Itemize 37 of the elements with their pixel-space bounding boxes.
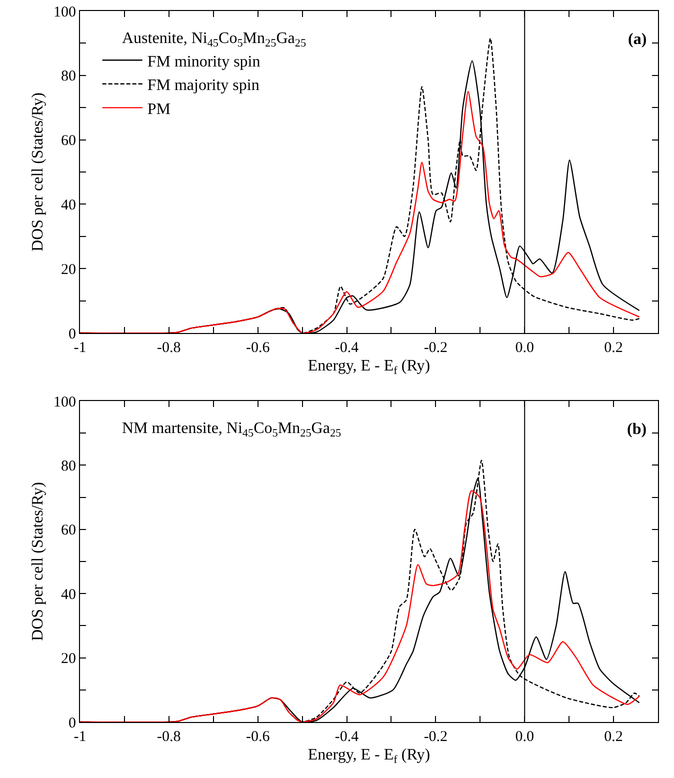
annotation: NM martensite, Ni$_{45}$Co$_{5}$Mn$_{25}$Ga$_{25}$: [122, 420, 342, 440]
y-tick-label: 0: [68, 715, 76, 732]
y-axis-title: DOS per cell (States/Ry): [29, 92, 46, 252]
y-tick-label: 100: [54, 394, 76, 410]
annotation: (a): [628, 31, 647, 48]
x-tick-label: -0.6: [246, 340, 270, 356]
y-tick-label: 40: [61, 586, 76, 603]
y-tick-label: 60: [61, 522, 76, 539]
y-tick-label: 20: [61, 262, 76, 278]
x-tick-label: -0.2: [424, 729, 448, 745]
x-tick-label: -0.6: [246, 729, 270, 745]
x-tick-label: -1: [74, 729, 86, 745]
y-tick-label: 80: [61, 458, 76, 474]
legend-label: FM majority spin: [147, 77, 260, 94]
annotation: Austenite, Ni$_{45}$Co$_{5}$Mn$_{25}$Ga$_{25}$: [122, 30, 306, 50]
y-axis-title: DOS per cell (States/Ry): [29, 482, 46, 641]
x-axis-title: Energy, E - E$_{f}$ (Ry): [308, 746, 430, 766]
x-tick-label: -0.4: [334, 729, 360, 745]
x-tick-label: -1: [74, 340, 86, 356]
x-tick-label: 0.0: [515, 729, 534, 745]
x-tick-label: -0.8: [157, 340, 181, 356]
y-tick-label: 60: [61, 133, 76, 150]
y-tick-label: 100: [54, 4, 76, 20]
x-tick-label: 0.2: [604, 729, 623, 745]
y-tick-label: 20: [61, 651, 76, 668]
legend-label: PM: [147, 100, 170, 118]
x-tick-label: -0.8: [157, 729, 181, 745]
x-tick-label: -0.2: [424, 340, 448, 356]
x-axis-title: Energy, E - E$_{f}$ (Ry): [308, 358, 430, 378]
y-tick-label: 80: [61, 68, 76, 85]
x-tick-label: 0.2: [604, 340, 623, 356]
legend-label: FM minority spin: [147, 53, 260, 70]
y-tick-label: 0: [68, 326, 76, 342]
x-tick-label: -0.4: [334, 340, 360, 356]
annotation: (b): [627, 421, 647, 438]
x-tick-label: 0.0: [515, 340, 534, 356]
y-tick-label: 40: [61, 197, 76, 214]
